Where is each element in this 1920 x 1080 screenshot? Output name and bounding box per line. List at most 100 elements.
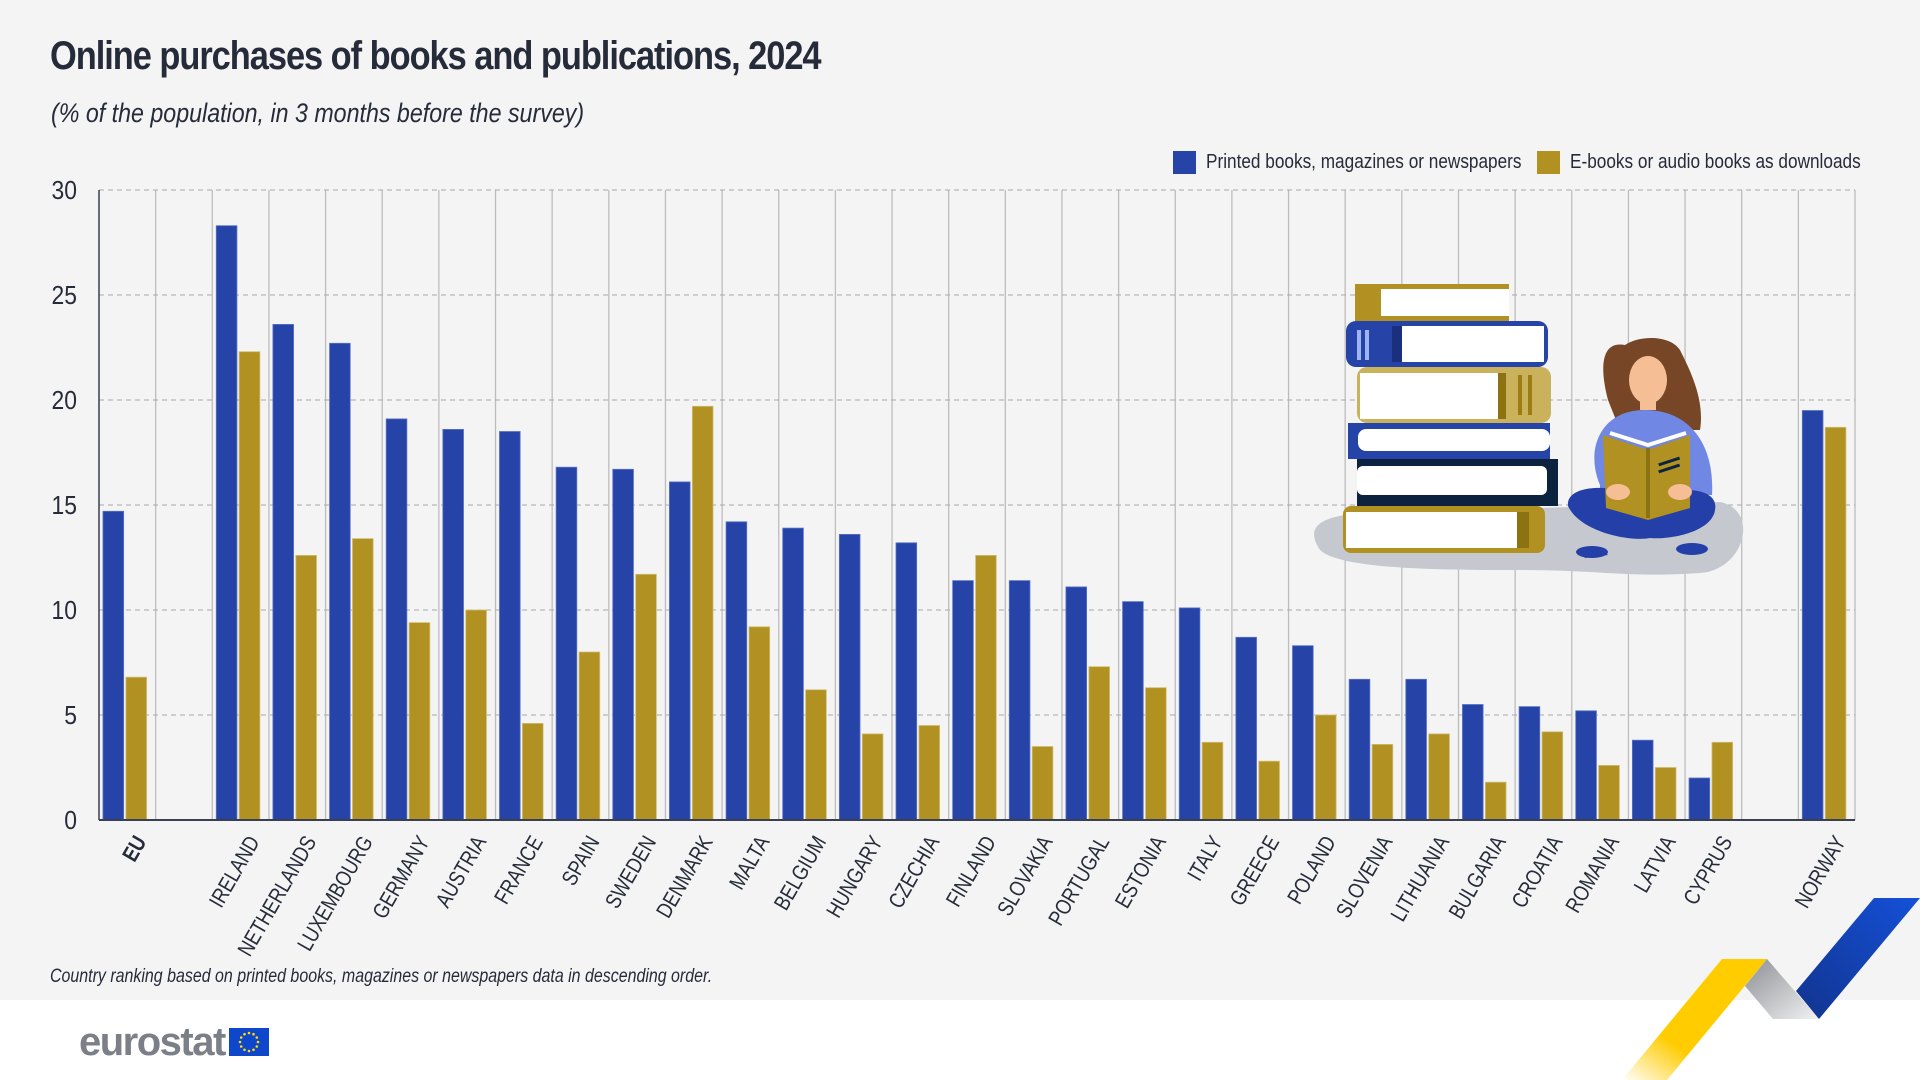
bar-ebooks (295, 555, 317, 821)
legend-swatch-ebooks (1537, 150, 1560, 174)
x-tick-label: SLOVAKIA (993, 832, 1058, 921)
bar-ebooks (465, 609, 487, 821)
bar-ebooks (975, 555, 997, 821)
bar-printed (1462, 704, 1484, 821)
bar-printed (669, 481, 691, 821)
ribbon-yellow (1622, 959, 1767, 1080)
x-tick-label: HUNGARY (822, 832, 888, 922)
bar-printed (1292, 645, 1314, 821)
bar-printed (952, 580, 974, 821)
ribbon-grey (1745, 959, 1819, 1019)
bar-ebooks (1824, 426, 1847, 821)
bar-ebooks (1541, 731, 1564, 821)
bar-printed (215, 225, 238, 821)
bar-ebooks (408, 622, 431, 821)
bar-ebooks (1145, 687, 1167, 821)
eu-star-icon (256, 1040, 260, 1044)
bar-ebooks (748, 626, 771, 821)
bar-printed (1405, 678, 1427, 821)
bar-ebooks (1201, 741, 1224, 821)
reader-person-icon (1567, 338, 1716, 558)
bar-printed (329, 342, 351, 821)
x-tick-label: SPAIN (558, 832, 605, 890)
eu-star-icon (252, 1032, 255, 1036)
eurostat-wordmark: eurostat (79, 1019, 226, 1064)
x-tick-label: SLOVENIA (1332, 832, 1398, 923)
bar-printed (555, 466, 578, 821)
legend-swatch-printed (1173, 150, 1196, 174)
bar-ebooks (125, 676, 147, 821)
bar-ebooks (1315, 714, 1337, 821)
bar-printed (1575, 710, 1597, 821)
bar-ebooks (805, 689, 827, 821)
x-tick-label: AUSTRIA (432, 832, 492, 912)
x-tick-label: IRELAND (205, 832, 265, 912)
y-tick-label: 30 (52, 177, 77, 206)
bar-ebooks (1598, 765, 1620, 821)
y-tick-label: 0 (64, 807, 77, 836)
y-tick-label: 15 (52, 492, 77, 521)
bar-printed (725, 521, 748, 821)
book-stack-icon (1343, 284, 1558, 553)
bar-printed (272, 323, 294, 821)
bar-printed (1008, 580, 1031, 821)
chart-title: Online purchases of books and publicatio… (50, 34, 822, 78)
eu-star-icon (247, 1031, 251, 1035)
bar-printed (1178, 607, 1201, 821)
x-tick-label: CZECHIA (884, 832, 945, 913)
bar-printed (1122, 601, 1144, 821)
bar-printed (442, 428, 464, 821)
bar-ebooks (1031, 746, 1054, 821)
bar-printed (782, 527, 804, 821)
bar-ebooks (522, 723, 544, 821)
bar-ebooks (238, 351, 261, 821)
legend-label-printed: Printed books, magazines or newspapers (1206, 150, 1522, 173)
chart-subtitle: (% of the population, in 3 months before… (51, 98, 585, 128)
bar-ebooks (1088, 666, 1110, 821)
bar-ebooks (861, 733, 884, 821)
eu-stars-icon (238, 1031, 260, 1053)
bar-ebooks (1371, 744, 1394, 821)
y-tick-label: 5 (64, 702, 77, 731)
chart-footnote: Country ranking based on printed books, … (50, 966, 713, 987)
eu-star-icon (255, 1045, 258, 1048)
bar-printed (1631, 739, 1654, 821)
eu-star-icon (255, 1036, 258, 1039)
x-tick-label: MALTA (725, 832, 775, 894)
books-reader-illustration (1314, 284, 1744, 575)
bar-printed (612, 468, 634, 821)
bar-printed (1235, 636, 1257, 821)
eu-star-icon (247, 1049, 251, 1053)
bar-ebooks (1258, 760, 1280, 821)
decorative-ribbon (1622, 898, 1920, 1080)
bar-printed (1348, 678, 1371, 821)
bar-ebooks (1428, 733, 1450, 821)
bar-ebooks (1484, 781, 1507, 821)
eurostat-logo: eurostat (79, 1019, 269, 1064)
bar-ebooks (1711, 741, 1734, 821)
bar-ebooks (578, 651, 601, 821)
eu-star-icon (239, 1045, 243, 1048)
x-tick-label: POLAND (1283, 832, 1341, 908)
bar-ebooks (918, 725, 941, 821)
bar-printed (838, 534, 861, 821)
bar-printed (895, 542, 918, 821)
eu-star-icon (243, 1048, 246, 1052)
bar-printed (1688, 777, 1711, 821)
eu-star-icon (243, 1032, 246, 1036)
x-tick-label: ESTONIA (1111, 832, 1172, 913)
x-tick-label: FRANCE (490, 832, 548, 908)
bar-printed (1801, 410, 1824, 821)
x-tick-label: DENMARK (652, 832, 718, 923)
bar-ebooks (352, 538, 374, 821)
legend-item-printed: Printed books, magazines or newspapers (1173, 150, 1573, 174)
bars-layer (102, 225, 1847, 821)
y-tick-label: 10 (52, 597, 77, 626)
bar-ebooks (1654, 767, 1677, 821)
x-tick-label: BELGIUM (770, 832, 831, 914)
eu-star-icon (252, 1048, 255, 1052)
y-tick-label: 20 (52, 387, 77, 416)
legend-item-ebooks: E-books or audio books as downloads (1537, 150, 1908, 174)
x-tick-label: FINLAND (942, 832, 1001, 911)
x-tick-label: ITALY (1183, 832, 1228, 885)
